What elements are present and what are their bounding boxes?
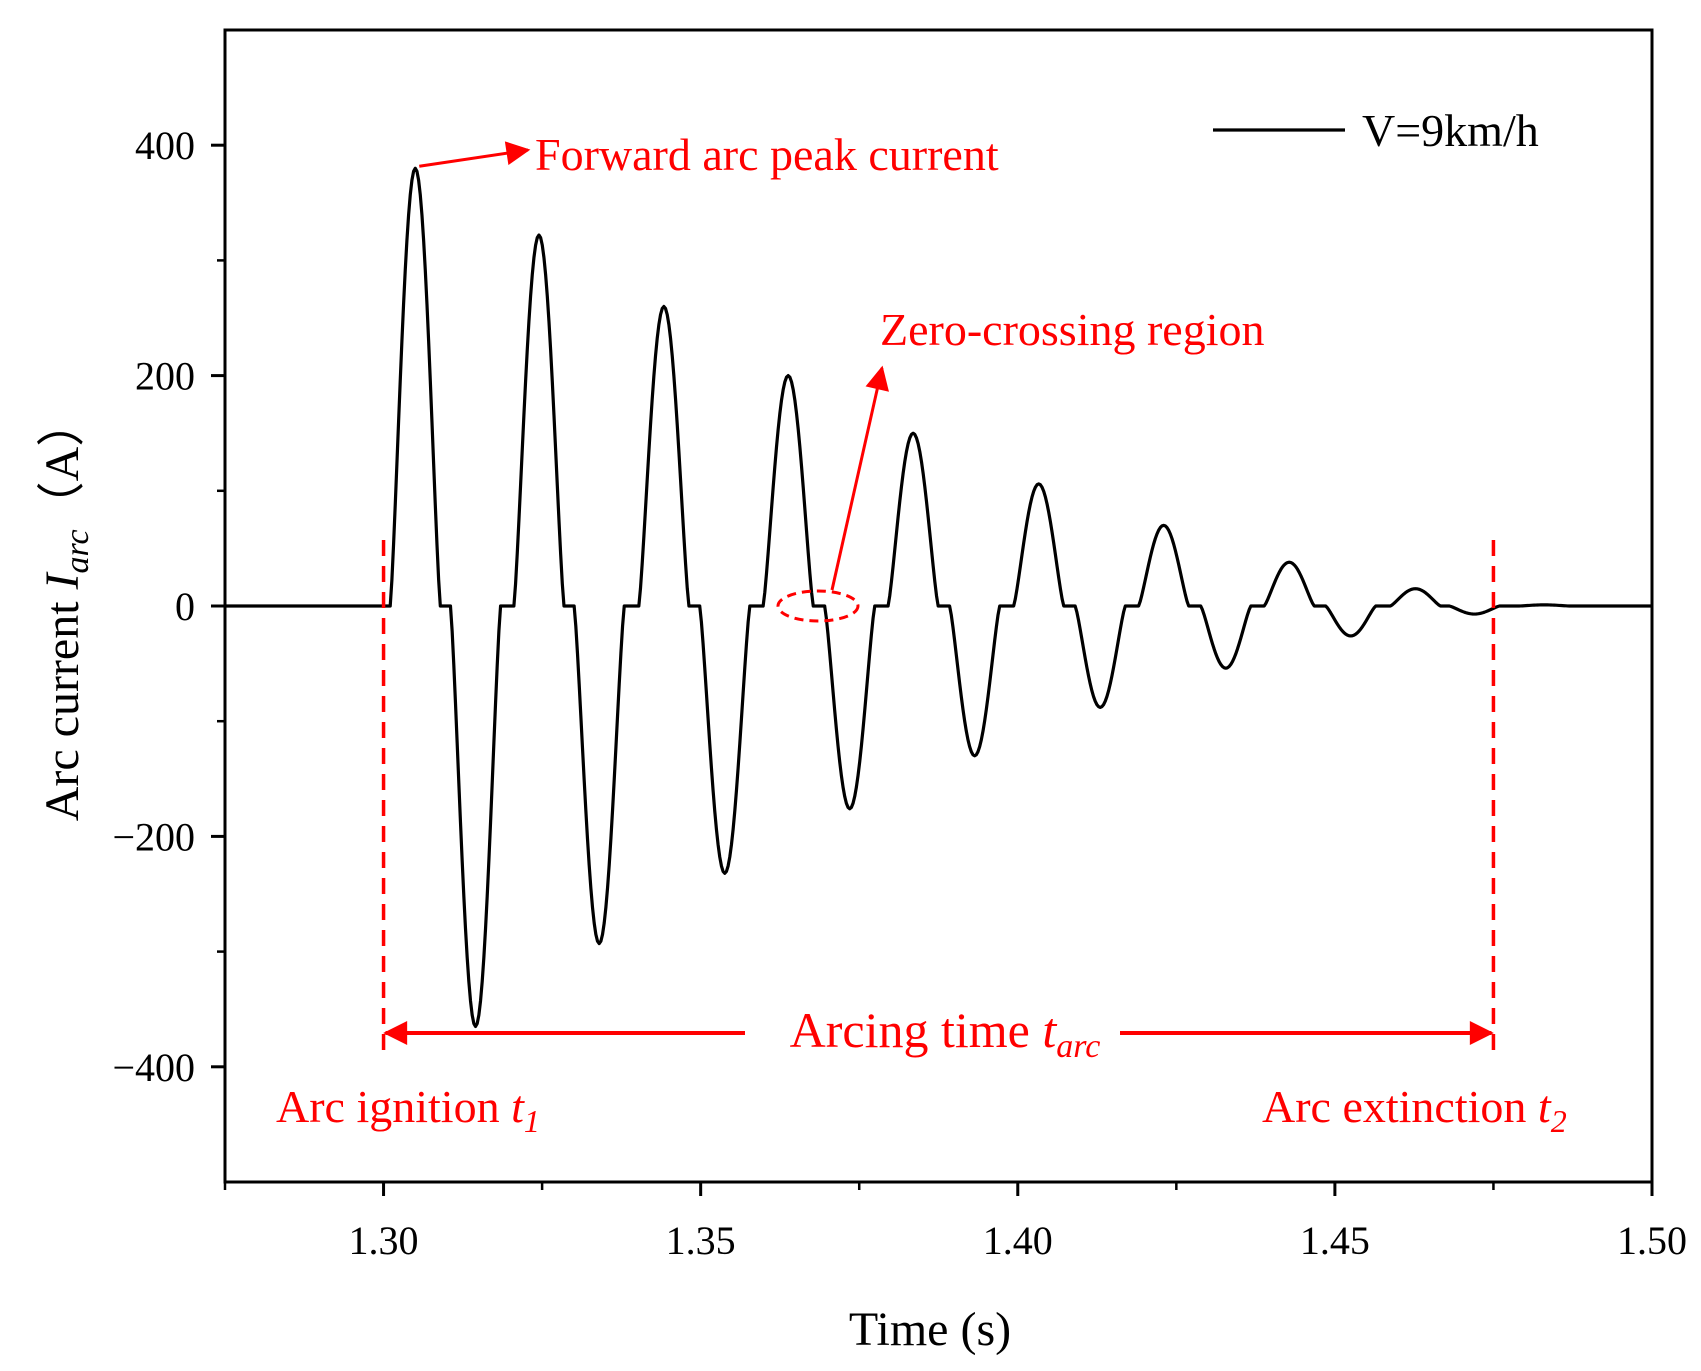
y-tick-label: 200	[135, 354, 195, 399]
peak-current-arrow	[419, 141, 531, 168]
x-axis-title: Time (s)	[849, 1303, 1011, 1356]
legend: V=9km/h	[1213, 105, 1539, 156]
legend-label: V=9km/h	[1362, 105, 1539, 156]
arc-extinction-subscript: 2	[1551, 1103, 1567, 1139]
zero-crossing-label: Zero-crossing region	[880, 304, 1265, 355]
y-tick-label: −200	[112, 814, 195, 859]
arc-ignition-label: Arc ignition t1	[276, 1081, 540, 1139]
arcing-time-label: Arcing time tarc	[790, 1002, 1101, 1065]
x-tick-label: 1.35	[666, 1218, 736, 1263]
y-axis-title-unit: （A）	[36, 399, 89, 530]
arc-ignition-text: Arc ignition	[276, 1081, 511, 1132]
y-axis-title-symbol: I	[36, 571, 89, 590]
y-tick-label: −400	[112, 1045, 195, 1090]
arcing-time-symbol: t	[1042, 1002, 1057, 1058]
x-tick-label: 1.40	[983, 1218, 1053, 1263]
y-tick-label: 0	[175, 584, 195, 629]
y-axis-title: Arc current Iarc（A）	[36, 399, 96, 822]
y-axis-title-subscript: arc	[59, 529, 96, 573]
arc-ignition-symbol: t	[511, 1081, 525, 1132]
zero-crossing-region-ellipse	[776, 589, 860, 623]
arcing-time-text: Arcing time	[790, 1002, 1043, 1058]
arc-extinction-text: Arc extinction	[1262, 1081, 1538, 1132]
series-line-v9	[225, 166, 1652, 1029]
peak-current-label: Forward arc peak current	[535, 129, 999, 180]
arc-extinction-symbol: t	[1538, 1081, 1552, 1132]
zero-crossing-arrow	[830, 365, 889, 591]
arc-extinction-label: Arc extinction t2	[1262, 1081, 1567, 1139]
x-tick-label: 1.45	[1300, 1218, 1370, 1263]
x-tick-label: 1.50	[1617, 1218, 1687, 1263]
arcing-time-subscript: arc	[1056, 1028, 1100, 1065]
y-tick-label: 400	[135, 123, 195, 168]
y-axis-title-prefix: Arc current	[36, 589, 89, 821]
arc-ignition-subscript: 1	[524, 1103, 540, 1139]
y-axis-ticks: −400 −200 0 200 400	[112, 123, 225, 1090]
x-tick-label: 1.30	[349, 1218, 419, 1263]
x-axis-ticks: 1.30 1.35 1.40 1.45 1.50	[223, 1182, 1687, 1263]
